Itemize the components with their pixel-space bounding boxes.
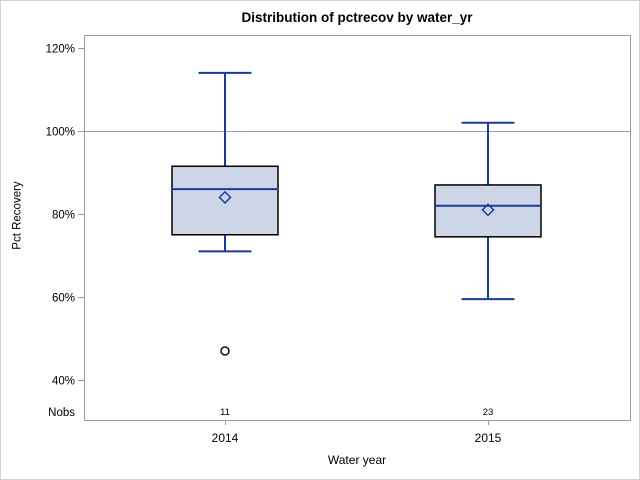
y-tick-label: 120%: [46, 44, 75, 56]
x-tick-label: 2015: [475, 431, 502, 445]
box-2015: [434, 184, 542, 238]
mean-marker: [481, 203, 495, 217]
y-tick-label: 80%: [52, 210, 75, 222]
y-axis-title: Pct Recovery: [11, 181, 24, 250]
y-tick-label: 100%: [46, 127, 75, 139]
chart-title: Distribution of pctrecov by water_yr: [241, 10, 473, 25]
y-tick-label: 60%: [52, 293, 75, 305]
x-axis-title: Water year: [327, 453, 387, 467]
y-tick-label: 40%: [52, 376, 75, 388]
nobs-value: 11: [220, 407, 230, 418]
x-tick-label: 2014: [212, 431, 239, 445]
nobs-value: 23: [483, 407, 494, 418]
plot-frame: [84, 35, 631, 421]
mean-marker: [218, 190, 232, 204]
outlier-marker: [220, 346, 230, 356]
box-2014: [171, 165, 279, 236]
nobs-row-label: Nobs: [48, 407, 75, 419]
